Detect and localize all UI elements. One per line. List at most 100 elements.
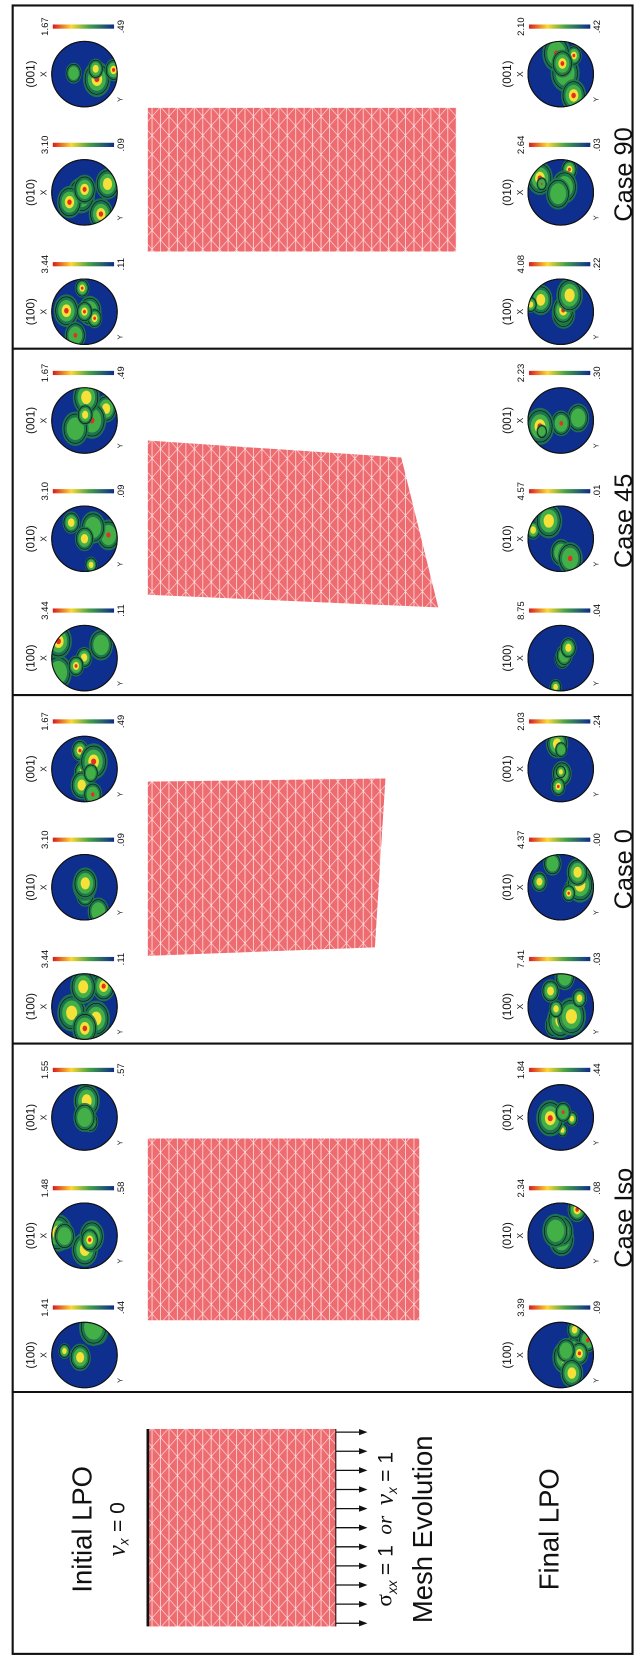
contour <box>532 872 547 891</box>
pole-outline <box>51 735 118 803</box>
colorbar <box>52 837 115 842</box>
colorbar-min: .09 <box>116 138 127 151</box>
colorbar-min: .08 <box>592 1182 603 1195</box>
plane-label: (001) <box>25 1104 38 1131</box>
plane-label: (100) <box>501 298 514 325</box>
y-axis-label: Y <box>592 1029 601 1034</box>
plane-label: (100) <box>501 993 514 1020</box>
density-blob <box>106 532 111 538</box>
density-blob <box>572 53 576 58</box>
pole-density <box>527 506 583 572</box>
colorbar <box>529 1067 591 1073</box>
colorbar <box>52 1305 115 1310</box>
colorbar-min: .09 <box>116 833 127 846</box>
density-blob <box>82 186 87 192</box>
y-axis-label: Y <box>115 215 124 220</box>
colorbar-max: 3.44 <box>40 950 51 968</box>
contour <box>567 859 588 885</box>
colorbar-max: 1.67 <box>40 17 51 35</box>
colorbar-min: .09 <box>592 1301 603 1314</box>
colorbar-max: 4.57 <box>516 482 527 500</box>
contour <box>555 1102 571 1122</box>
pole-outline <box>527 973 594 1040</box>
x-axis-label: X <box>515 417 525 423</box>
density-blob <box>68 66 79 81</box>
density-blob <box>567 167 571 172</box>
plane-label: (100) <box>501 1341 514 1368</box>
density-blob <box>567 891 570 895</box>
contour <box>550 679 562 691</box>
contour <box>542 980 559 1002</box>
density-blob <box>536 877 543 886</box>
density-blob <box>538 426 546 437</box>
colorbar-max: 2.10 <box>516 17 527 35</box>
deformed-mesh <box>147 778 386 956</box>
symbol: v <box>370 1493 398 1505</box>
density-blob <box>557 744 566 755</box>
colorbar-max: 4.37 <box>516 830 527 848</box>
arrow-head <box>359 1448 368 1455</box>
density-blob <box>102 177 113 190</box>
pole-outline <box>51 278 118 345</box>
arrow-head <box>359 1505 368 1512</box>
colorbar <box>529 719 591 724</box>
density-blob <box>77 779 86 791</box>
colorbar-min: .04 <box>592 604 603 617</box>
x-axis-label: X <box>515 1003 525 1009</box>
colorbar-min: .44 <box>592 1063 603 1076</box>
pole-density <box>62 511 118 572</box>
pole-outline <box>527 387 594 454</box>
density-blob <box>543 514 554 528</box>
pole-outline <box>51 624 118 692</box>
density-blob <box>82 309 86 314</box>
colorbar <box>52 370 115 376</box>
pole-density <box>72 867 109 920</box>
pole-density <box>527 403 590 445</box>
symbol: σ <box>372 1594 398 1607</box>
density-blob <box>565 643 572 652</box>
density-blob <box>564 288 575 302</box>
colorbar <box>52 956 115 962</box>
density-blob <box>546 855 559 872</box>
density-blob <box>567 1367 577 1379</box>
contour <box>562 885 575 902</box>
contour <box>105 60 118 80</box>
x-axis-label: X <box>39 1352 49 1358</box>
contour <box>96 170 118 198</box>
colorbar-max: 1.55 <box>40 1061 51 1080</box>
plane-label: (001) <box>501 755 514 782</box>
conjunction: or <box>372 1515 396 1535</box>
colorbar-max: 3.10 <box>40 136 51 154</box>
x-axis-label: X <box>39 417 49 423</box>
pole-outline <box>51 973 118 1040</box>
arrow-head <box>359 1562 368 1570</box>
plane-label: (001) <box>25 755 38 782</box>
contour <box>63 413 87 444</box>
y-axis-label: Y <box>592 1140 601 1145</box>
y-axis-label: Y <box>592 562 601 567</box>
x-axis-label: X <box>39 309 49 315</box>
colorbar <box>52 142 115 147</box>
density-blob <box>62 1348 67 1355</box>
deformed-mesh <box>147 1138 420 1321</box>
initial-lpo-label: Initial LPO <box>67 1466 98 1593</box>
contour <box>74 869 96 898</box>
pole-density <box>62 387 117 446</box>
contour <box>66 63 81 83</box>
contour <box>70 1345 90 1370</box>
colorbar <box>529 1186 591 1191</box>
y-axis-label: Y <box>115 335 124 340</box>
arrow-head <box>359 1467 368 1474</box>
density-blob <box>67 199 72 205</box>
colorbar-min: .01 <box>592 485 603 498</box>
equation: = 1 <box>374 1452 397 1482</box>
x-axis-label: X <box>39 1003 49 1009</box>
contour <box>77 405 93 425</box>
colorbar-min: .42 <box>592 20 603 33</box>
pole-outline <box>51 505 118 573</box>
contour <box>63 512 79 533</box>
x-axis-label: X <box>39 1114 49 1120</box>
density-blob <box>91 902 106 920</box>
pole-outline <box>527 159 594 226</box>
